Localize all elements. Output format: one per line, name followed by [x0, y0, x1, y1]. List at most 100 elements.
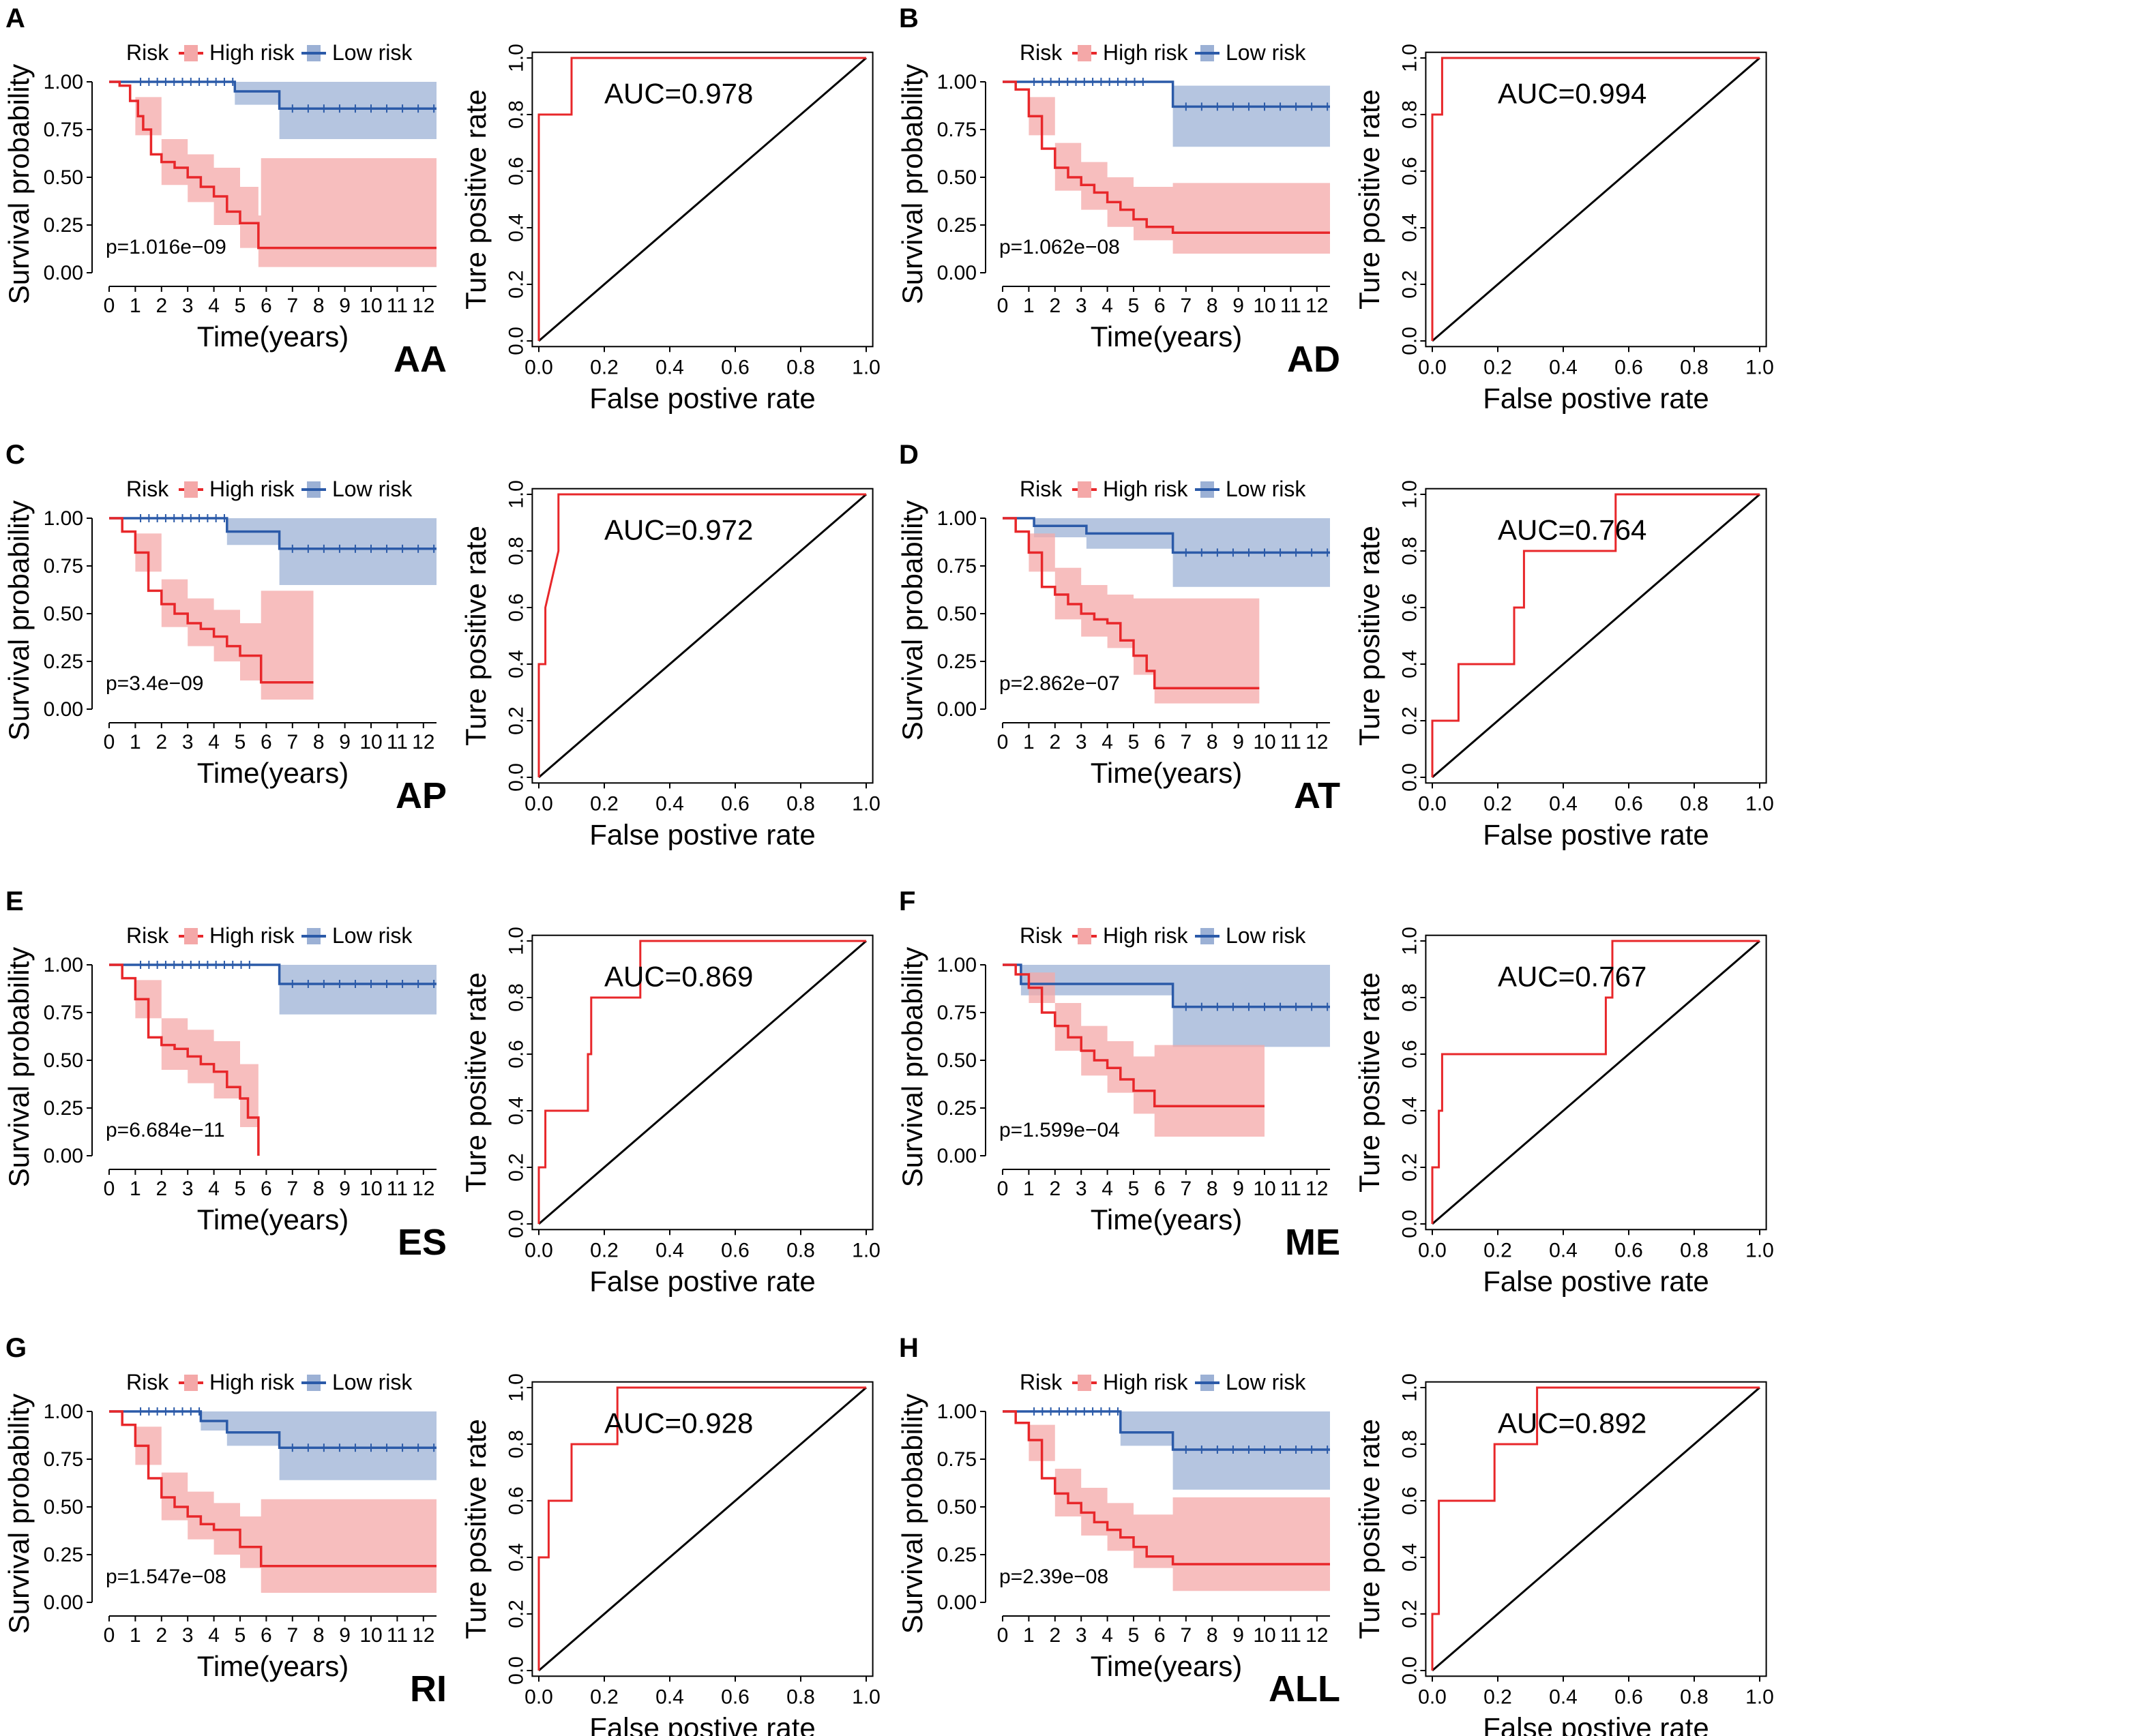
km-x-tick-label: 7	[1180, 295, 1192, 317]
km-y-tick-label: 1.00	[937, 1401, 977, 1423]
km-x-tick-label: 2	[156, 1624, 167, 1647]
roc-x-tick-label: 0.4	[655, 356, 684, 378]
km-y-tick-label: 0.50	[937, 1049, 977, 1072]
km-x-tick-label: 1	[130, 1178, 141, 1200]
km-x-tick-label: 2	[156, 731, 167, 753]
panel-letter: F	[899, 886, 915, 916]
km-x-tick-label: 8	[313, 1624, 325, 1647]
roc-y-tick-label: 0.8	[505, 983, 527, 1012]
roc-y-tick-label: 0.6	[505, 157, 527, 185]
roc-x-tick-label: 0.4	[1549, 356, 1578, 378]
km-x-tick-label: 12	[412, 1624, 434, 1647]
roc-x-tick-label: 0.4	[1549, 1239, 1578, 1261]
roc-x-tick-label: 0.6	[721, 1239, 750, 1261]
km-y-tick-label: 0.75	[44, 555, 83, 578]
roc-plot: 0.00.0 0.2 0.2 0.4 0.4 0.6 0.6 0.8 0.8 1.0 1.0 Fals…	[460, 480, 881, 850]
p-value-label: p=1.599e−04	[999, 1119, 1120, 1141]
roc-x-tick-label: 0.6	[1614, 792, 1643, 815]
km-x-tick-label: 2	[1049, 1178, 1061, 1200]
roc-y-tick-label: 0.4	[505, 1543, 527, 1572]
roc-y-tick-label: 0.8	[505, 100, 527, 129]
roc-y-title: Ture positive rate	[460, 526, 492, 746]
km-x-title: Time(years)	[1091, 757, 1242, 789]
auc-label: AUC=0.869	[604, 960, 753, 992]
roc-y-tick-label: 0.0	[1398, 1210, 1421, 1238]
km-x-tick-label: 11	[387, 1178, 408, 1200]
legend-low-risk-label: Low risk	[1226, 477, 1306, 501]
km-x-tick-label: 10	[359, 731, 382, 753]
roc-y-tick-label: 0.2	[505, 706, 527, 735]
km-x-tick-label: 3	[182, 1178, 194, 1200]
km-y-title: Survival probability	[896, 1394, 928, 1634]
roc-x-tick-label: 0.6	[1614, 356, 1643, 378]
cohort-tag: ALL	[1269, 1668, 1340, 1709]
auc-label: AUC=0.892	[1498, 1407, 1646, 1439]
roc-y-title: Ture positive rate	[1353, 972, 1385, 1193]
km-x-tick-label: 7	[286, 731, 298, 753]
km-legend: Risk High risk Low risk	[1020, 923, 1306, 948]
km-y-title: Survival probability	[3, 500, 35, 741]
cohort-tag: ES	[398, 1222, 447, 1263]
auc-label: AUC=0.764	[1498, 513, 1646, 545]
legend-title: Risk	[1020, 40, 1063, 65]
roc-x-tick-label: 0.8	[786, 1686, 815, 1708]
roc-x-tick-label: 0.0	[524, 1686, 553, 1708]
roc-x-title: False postive rate	[1483, 818, 1709, 850]
km-x-tick-label: 5	[1128, 1178, 1140, 1200]
roc-frame	[1425, 934, 1767, 1231]
km-x-tick-label: 11	[1280, 731, 1301, 753]
km-x-tick-label: 4	[208, 1178, 220, 1200]
roc-x-title: False postive rate	[1483, 382, 1709, 414]
roc-x-tick-label: 0.4	[1549, 792, 1578, 815]
km-x-tick-label: 2	[156, 295, 167, 317]
km-x-tick-label: 12	[1305, 731, 1328, 753]
roc-y-tick-label: 0.0	[505, 1656, 527, 1685]
roc-x-tick-label: 1.0	[852, 792, 881, 815]
km-y-title: Survival probability	[896, 500, 928, 741]
km-x-tick-label: 2	[1049, 295, 1061, 317]
roc-x-tick-label: 0.4	[655, 1239, 684, 1261]
km-y-tick-label: 0.25	[937, 1544, 977, 1566]
roc-y-title: Ture positive rate	[460, 1419, 492, 1639]
roc-x-tick-label: 0.2	[590, 356, 619, 378]
roc-y-tick-label: 0.8	[1398, 1430, 1421, 1458]
roc-y-tick-label: 0.2	[1398, 270, 1421, 299]
panel-b: B0.000.250.500.751.000 1 2 3 4 5 6 7 8 9 10 11 12Tim…	[896, 3, 1774, 414]
roc-plot: 0.00.0 0.2 0.2 0.4 0.4 0.6 0.6 0.8 0.8 1.0 1.0 Fals…	[460, 1373, 881, 1736]
roc-y-tick-label: 1.0	[505, 927, 527, 955]
km-y-tick-label: 1.00	[44, 507, 83, 530]
roc-plot: 0.00.0 0.2 0.2 0.4 0.4 0.6 0.6 0.8 0.8 1.0 1.0 Fals…	[460, 927, 881, 1297]
roc-y-tick-label: 0.0	[505, 1210, 527, 1238]
roc-x-tick-label: 0.0	[524, 792, 553, 815]
km-plot: 0.000.250.500.751.000 1 2 3 4 5 6 7 8 9 10 11 12Time…	[896, 40, 1330, 353]
km-x-tick-label: 6	[1154, 1178, 1166, 1200]
km-x-tick-label: 6	[1154, 731, 1166, 753]
km-x-tick-label: 2	[1049, 1624, 1061, 1647]
roc-y-tick-label: 0.4	[1398, 1096, 1421, 1125]
km-x-tick-label: 0	[997, 731, 1009, 753]
km-x-tick-label: 4	[1102, 295, 1113, 317]
roc-y-tick-label: 0.8	[505, 537, 527, 565]
roc-y-tick-label: 0.8	[505, 1430, 527, 1458]
low-risk-curve	[1003, 517, 1330, 554]
km-x-tick-label: 3	[182, 731, 194, 753]
km-x-tick-label: 8	[313, 1178, 325, 1200]
roc-x-tick-label: 0.8	[1680, 1686, 1709, 1708]
roc-plot: 0.00.0 0.2 0.2 0.4 0.4 0.6 0.6 0.8 0.8 1.0 1.0 Fals…	[460, 44, 881, 414]
legend-low-risk-label: Low risk	[332, 923, 413, 948]
high-risk-ci-band	[109, 1411, 437, 1593]
km-legend: Risk High risk Low risk	[1020, 477, 1306, 501]
km-x-tick-label: 3	[182, 295, 194, 317]
roc-x-title: False postive rate	[589, 382, 816, 414]
high-risk-ci-band	[109, 965, 258, 1152]
roc-diagonal	[1432, 493, 1760, 779]
km-y-tick-label: 0.50	[44, 1049, 83, 1072]
km-x-tick-label: 10	[1253, 295, 1275, 317]
roc-y-tick-label: 1.0	[1398, 1373, 1421, 1402]
legend-high-risk-label: High risk	[209, 40, 295, 65]
roc-curve	[1431, 57, 1760, 341]
roc-x-tick-label: 0.4	[1549, 1686, 1578, 1708]
km-y-tick-label: 0.50	[937, 1496, 977, 1518]
roc-y-title: Ture positive rate	[1353, 526, 1385, 746]
